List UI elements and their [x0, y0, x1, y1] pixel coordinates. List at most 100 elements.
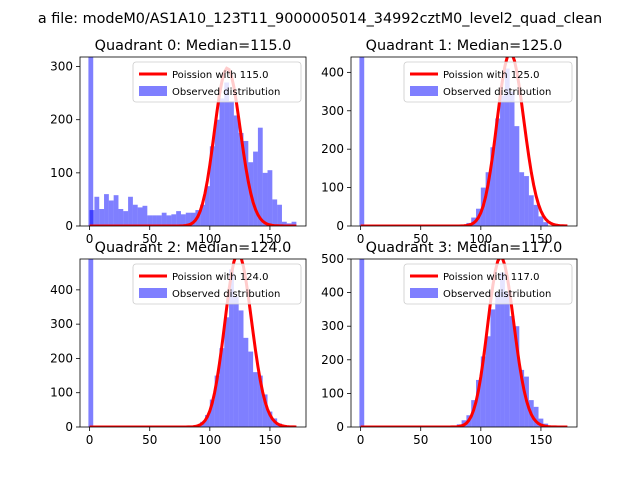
y-tick-label: 0 [65, 420, 73, 434]
histogram-bar-zero-bin [359, 259, 365, 427]
legend-box [403, 61, 573, 103]
histogram-bar [94, 196, 100, 226]
histogram-bar [533, 406, 539, 427]
y-tick-label: 400 [321, 286, 344, 300]
histogram-bar [528, 195, 534, 226]
poisson-curve [360, 259, 568, 427]
x-tick-label: 50 [142, 232, 157, 246]
y-tick-label: 300 [321, 104, 344, 118]
histogram-bar [205, 415, 210, 427]
quadrant-1-panel: 0 50 100 150 0 100 200 300 400 Quadrant 1: Median… [321, 38, 578, 246]
histogram-bar [214, 375, 220, 427]
legend-label-observed: Observed distribution [172, 87, 280, 98]
chart-title: Quadrant 3: Median=117.0 [366, 240, 563, 256]
histogram-bar-zero-bin [88, 57, 94, 226]
histogram-bar [180, 214, 186, 226]
y-tick-label: 100 [50, 386, 73, 400]
histogram-bar [224, 317, 230, 427]
histogram-bar [519, 172, 525, 226]
legend-label-poisson: Poission with 125.0 [443, 70, 539, 81]
histogram-bar [248, 351, 254, 427]
histogram-bar [113, 195, 119, 226]
histogram-bar [504, 292, 510, 427]
histogram-bar [128, 196, 133, 226]
histogram-bar [262, 394, 268, 427]
x-tick-label: 100 [469, 232, 492, 246]
y-tick-label: 400 [50, 283, 73, 297]
histogram-bar [99, 208, 105, 226]
histogram-bar [514, 326, 520, 427]
histogram-bar [533, 204, 539, 226]
legend-bar-swatch [139, 86, 167, 96]
histogram-bar [495, 118, 501, 226]
histogram-bar [171, 214, 177, 226]
histogram-bar [543, 222, 549, 226]
histogram-bar [514, 126, 520, 226]
histogram-bar [108, 200, 114, 226]
plot-area [88, 57, 297, 226]
histogram-bar [123, 211, 129, 226]
histogram-bar [524, 176, 529, 226]
x-tick-label: 0 [86, 232, 94, 246]
y-tick-label: 300 [50, 60, 73, 74]
histogram-bar [243, 140, 249, 226]
y-tick-label: 200 [50, 113, 73, 127]
histogram-bar [132, 204, 138, 226]
histogram-bar [233, 115, 239, 226]
y-tick-label: 0 [65, 219, 73, 233]
histogram-bar [118, 208, 124, 226]
histogram-bar [209, 399, 215, 427]
legend-box [403, 263, 573, 305]
histogram-bar [504, 68, 510, 226]
histogram-bar [219, 98, 225, 226]
histogram-bar [519, 369, 525, 427]
legend-box [132, 263, 302, 305]
histogram-bar [238, 132, 244, 226]
legend-label-observed: Observed distribution [172, 289, 280, 300]
x-tick-label: 150 [529, 433, 552, 447]
x-tick-label: 50 [413, 433, 428, 447]
histogram-bar [509, 91, 515, 226]
histogram-bar [205, 186, 210, 226]
histogram-bar [152, 215, 157, 226]
histogram-bar [262, 172, 268, 226]
y-tick-label: 100 [321, 181, 344, 195]
histogram-bar [500, 95, 505, 226]
histogram-bar [142, 205, 148, 226]
y-tick-label: 200 [321, 353, 344, 367]
y-tick-label: 500 [321, 252, 344, 266]
histogram-bar [267, 170, 273, 226]
histogram-bar [147, 215, 153, 226]
histogram-bar [166, 215, 172, 226]
histogram-bar [485, 336, 491, 427]
histogram-bar [156, 215, 162, 226]
legend-bar-swatch [410, 86, 438, 96]
histogram-bar [538, 418, 544, 427]
histogram-bar [209, 146, 215, 226]
plot-area [88, 259, 297, 427]
plot-area [359, 259, 568, 427]
x-tick-label: 0 [86, 433, 94, 447]
x-tick-label: 150 [258, 433, 281, 447]
chart-title: Quadrant 0: Median=115.0 [95, 38, 292, 54]
histogram-bar [257, 127, 263, 226]
histogram-bar [500, 272, 505, 427]
histogram-bar-zero-bin [88, 259, 94, 427]
histogram-bar [490, 147, 496, 226]
quadrant-0-panel: 0 50 100 150 0 100 200 300 Quadrant 0: Median=11… [50, 38, 307, 246]
histogram-bar [243, 337, 249, 427]
histogram-bar [214, 119, 220, 226]
x-tick-label: 0 [357, 433, 365, 447]
quadrant-3-panel: 0 50 100 150 0 100 200 300 400 500 Quadrant 3: Med… [321, 240, 578, 447]
y-tick-label: 0 [336, 219, 344, 233]
histogram-bar [253, 151, 258, 226]
histogram-bar [190, 212, 196, 226]
histogram-bar [161, 212, 167, 226]
histogram-bar [476, 379, 481, 427]
x-tick-label: 50 [413, 232, 428, 246]
y-tick-label: 100 [50, 166, 73, 180]
axes-frame [350, 56, 578, 227]
histogram-bar [200, 204, 206, 226]
figure-suptitle: a file: modeM0/AS1A10_123T11_9000005014_… [38, 11, 602, 27]
